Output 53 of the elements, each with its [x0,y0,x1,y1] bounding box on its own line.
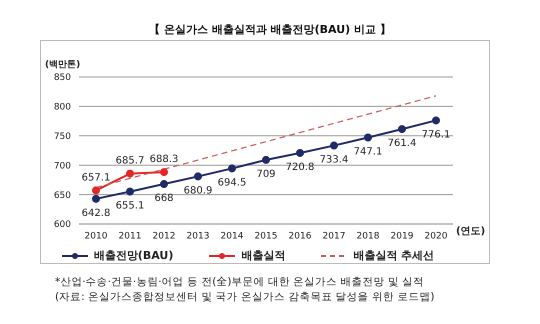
point [228,164,236,172]
point [126,188,134,196]
y-tick-label: 750 [54,132,72,142]
y-tick-label: 600 [54,220,72,230]
x-axis-title: (연도) [456,225,486,238]
text: *산업·수송·건물·농림·어업 등 전(全)부문에 대한 온실가스 배출전망 및 실적 [55,275,424,289]
point [92,186,100,194]
x-tick-label: 2011 [118,231,142,242]
chart-title: 【 온실가스 배출실적과 배출전망(BAU) 비교 】 [148,22,392,37]
data-label: 655.1 [116,200,144,212]
y-tick-label: 850 [54,73,72,84]
data-label: 776.1 [422,130,450,141]
data-label: 761.4 [388,138,416,150]
data-label: 668 [154,193,174,204]
x-tick-label: 2020 [424,231,448,242]
data-label: 733.4 [320,154,348,166]
y-tick-label: 800 [54,102,72,113]
x-tick-label: 2017 [322,231,346,242]
x-tick-label: 2019 [390,231,414,242]
legend-label: 배출전망(BAU) [94,248,174,263]
point [432,116,440,124]
point [330,142,338,150]
x-tick-label: 2018 [356,231,380,242]
x-tick-label: 2015 [254,231,278,242]
data-label: 747.1 [354,146,382,158]
y-tick-label: 650 [54,190,72,201]
legend-label: 배출실적 [241,248,286,263]
point [126,170,134,178]
data-label: 688.3 [150,154,178,166]
x-tick-label: 2013 [186,231,210,242]
data-label: 720.8 [286,162,314,174]
text: (자료: 온실가스종합정보센터 및 국가 온실가스 감축목표 달성을 위한 로드맵) [55,290,434,304]
point [262,156,270,164]
legend-label: 배출실적 추세선 [353,248,434,263]
x-tick-label: 2010 [84,231,108,242]
point [296,148,304,157]
data-label: 694.5 [218,178,246,189]
data-label: 685.7 [116,156,144,167]
point [160,180,168,188]
point [92,194,100,203]
y-axis-title: (백만톤) [45,59,80,71]
y-tick-label: 700 [54,161,72,172]
data-label: 709 [256,169,276,180]
point [364,134,372,142]
point [194,172,202,180]
point [160,168,168,176]
x-tick-label: 2016 [288,231,312,242]
data-label: 680.9 [184,186,212,197]
data-label: 642.8 [82,208,110,219]
x-tick-label: 2012 [152,231,176,242]
point [398,125,406,134]
x-tick-label: 2014 [220,231,244,242]
data-label: 657.1 [82,172,110,184]
